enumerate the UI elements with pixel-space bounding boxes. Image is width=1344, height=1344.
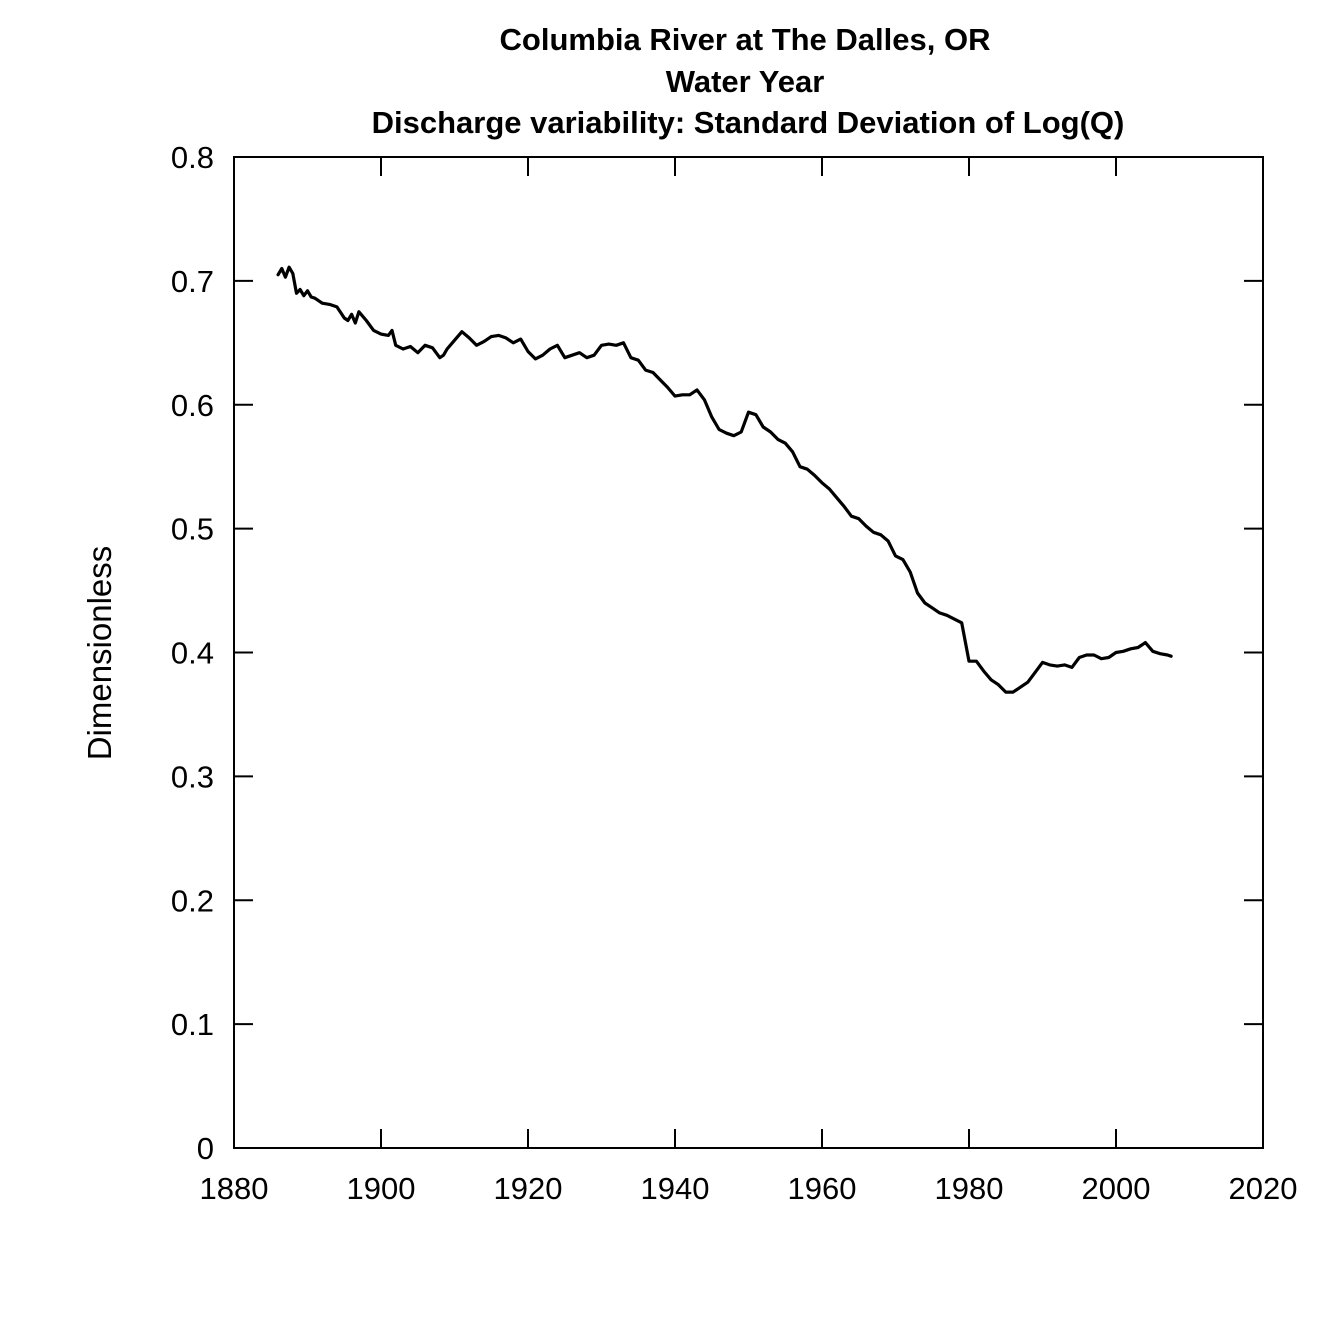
y-tick-label: 0.8 xyxy=(171,140,214,175)
chart-title-line-2: Water Year xyxy=(666,64,825,99)
y-tick-label: 0.1 xyxy=(171,1007,214,1042)
x-tick-label: 1960 xyxy=(788,1171,857,1206)
y-tick-label: 0.2 xyxy=(171,883,214,918)
x-tick-label: 2000 xyxy=(1082,1171,1151,1206)
x-tick-label: 1980 xyxy=(935,1171,1004,1206)
y-axis: 0 0.1 0.2 0.3 0.4 0.5 0.6 0.7 0.8 xyxy=(171,140,1263,1166)
y-axis-label: Dimensionless xyxy=(81,546,118,761)
plot-frame xyxy=(233,156,1264,1149)
x-axis: 1880 1900 1920 1940 1960 1980 2000 2020 xyxy=(200,157,1298,1206)
chart-title-line-1: Columbia River at The Dalles, OR xyxy=(500,22,991,57)
y-tick-label: 0.6 xyxy=(171,388,214,423)
x-tick-label: 1940 xyxy=(641,1171,710,1206)
x-tick-label: 1880 xyxy=(200,1171,269,1206)
chart-title-line-3: Discharge variability: Standard Deviatio… xyxy=(372,105,1125,140)
y-tick-label: 0 xyxy=(197,1131,214,1166)
series-line-0 xyxy=(276,265,1173,694)
x-tick-label: 1900 xyxy=(347,1171,416,1206)
series-layer xyxy=(276,265,1173,694)
y-tick-label: 0.7 xyxy=(171,264,214,299)
y-tick-label: 0.5 xyxy=(171,512,214,547)
x-tick-label: 2020 xyxy=(1229,1171,1298,1206)
y-tick-label: 0.3 xyxy=(171,759,214,794)
y-tick-label: 0.4 xyxy=(171,636,214,671)
x-tick-label: 1920 xyxy=(494,1171,563,1206)
